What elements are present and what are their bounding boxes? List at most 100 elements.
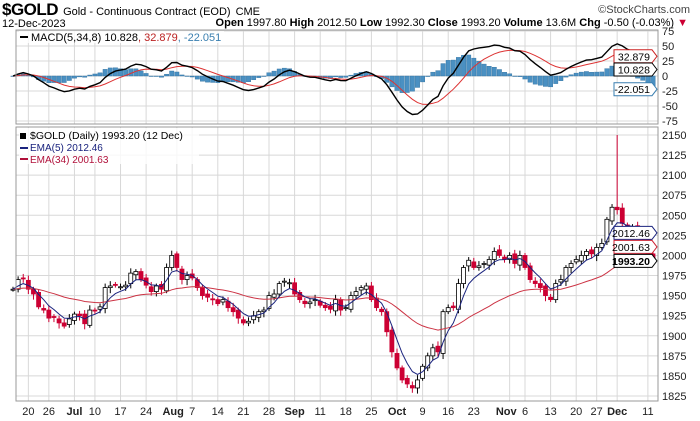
candle-up (246, 320, 251, 324)
macd-histogram-bar (240, 75, 246, 83)
price-y-tick-label: 2150 (662, 130, 686, 142)
candle-down (92, 309, 98, 312)
candle-down (46, 309, 52, 319)
macd-histogram-bar (512, 75, 518, 77)
candle-up (153, 285, 159, 292)
candle-up (430, 347, 436, 357)
candle-down (532, 280, 538, 284)
macd-histogram-bar (256, 75, 262, 78)
macd-histogram-bar (599, 71, 605, 77)
x-tick-label: 9 (420, 406, 426, 418)
macd-legend-swatch (20, 36, 28, 38)
macd-histogram-bar (87, 74, 93, 77)
price-legend: $GOLD (Daily) 1993.20 (12 Dec) EMA(5) 20… (19, 128, 199, 166)
candle-down (77, 313, 82, 317)
macd-histogram-bar (517, 75, 523, 77)
candle-up (184, 275, 190, 280)
open-value: 1997.80 (246, 17, 287, 29)
candle-up (584, 251, 589, 256)
candle-up (287, 282, 292, 285)
macd-histogram-bar (92, 73, 98, 77)
close-value-tag-box (613, 253, 658, 268)
candle-down (527, 265, 533, 280)
macd-histogram-bar (235, 75, 241, 83)
price-y-tick-label: 1850 (662, 371, 686, 383)
macd-value-tag-box (613, 62, 658, 77)
candle-up (266, 295, 272, 309)
macd-legend-macd: 10.828 (104, 32, 138, 44)
candle-down (368, 285, 374, 301)
macd-histogram-bar (82, 75, 88, 78)
macd-histogram-bar (481, 63, 487, 77)
candle-up (123, 284, 129, 288)
macd-histogram-bar (435, 70, 441, 77)
macd-y-tick-label: -75 (662, 116, 678, 128)
price-panel-border (15, 126, 659, 402)
candle-up (281, 280, 287, 283)
candle-up (343, 307, 349, 310)
candle-up (415, 379, 420, 389)
macd-signal-value-tag: 32.879 (618, 51, 650, 63)
macd-histogram-bar (425, 75, 431, 77)
candle-down (496, 249, 502, 256)
macd-histogram-bar (102, 69, 108, 77)
macd-histogram-bar (573, 72, 579, 77)
x-tick-label: 14 (212, 406, 224, 418)
x-tick-label: Nov (496, 406, 518, 418)
x-tick-label: 21 (237, 406, 249, 418)
chart-header: $GOLD Gold - Continuous Contract (EOD) C… (0, 0, 700, 30)
macd-histogram-bar (507, 73, 513, 77)
macd-histogram-bar (461, 54, 466, 77)
macd-y-tick-label: -25 (662, 86, 678, 98)
candle-up (66, 318, 72, 325)
macd-histogram-bar (333, 75, 338, 78)
x-tick-label: Dec (607, 406, 627, 418)
ohlc-summary: Open 1997.80 High 2012.50 Low 1992.30 Cl… (216, 17, 688, 29)
candle-down (113, 283, 118, 286)
x-tick-label: 17 (114, 406, 126, 418)
high-label: High (289, 17, 315, 29)
price-y-tick-label: 2025 (662, 230, 686, 242)
macd-histogram-bar (97, 72, 103, 77)
macd-histogram-bar (174, 71, 180, 77)
instrument-name: Gold - Continuous Contract (EOD) (63, 6, 231, 18)
x-tick-label: Jul (66, 406, 82, 418)
macd-histogram-bar (491, 66, 497, 77)
low-value: 1992.30 (384, 17, 425, 29)
macd-y-tick-label: 25 (662, 56, 674, 68)
macd-histogram-bar (153, 75, 159, 77)
close-label: Close (427, 17, 458, 29)
macd-histogram-bar (558, 75, 564, 81)
macd-histogram-bar (66, 75, 72, 81)
candle-up (563, 267, 569, 282)
macd-histogram-bar (194, 75, 200, 80)
macd-histogram-bar (415, 75, 420, 88)
volume-label: Volume (503, 17, 543, 29)
date-label: 12-Dec-2023 (2, 18, 66, 30)
candle-down (31, 288, 36, 295)
candle-down (215, 299, 221, 305)
x-tick-label: 11 (642, 406, 653, 418)
candle-down (471, 261, 477, 268)
candle-down (61, 322, 67, 327)
macd-histogram-bar (537, 75, 543, 86)
macd-histogram-bar (440, 63, 446, 77)
candle-down (20, 277, 26, 280)
ema5-value-tag: 2012.46 (612, 228, 650, 240)
candle-up (507, 255, 513, 260)
candle-up (491, 251, 497, 260)
candle-up (358, 287, 364, 291)
candle-up (481, 263, 487, 265)
candle-down (394, 353, 400, 369)
candle-up (594, 247, 600, 256)
price-y-tick-label: 1925 (662, 311, 686, 323)
x-tick-label: 27 (591, 406, 603, 418)
candle-up (169, 255, 175, 268)
candle-up (425, 355, 431, 369)
macd-histogram-bar (164, 73, 169, 77)
macd-histogram-bar (404, 75, 410, 93)
macd-histogram-bar (450, 59, 456, 77)
candle-down (328, 305, 333, 310)
candle-up (578, 255, 584, 262)
macd-histogram-bar (445, 60, 451, 77)
